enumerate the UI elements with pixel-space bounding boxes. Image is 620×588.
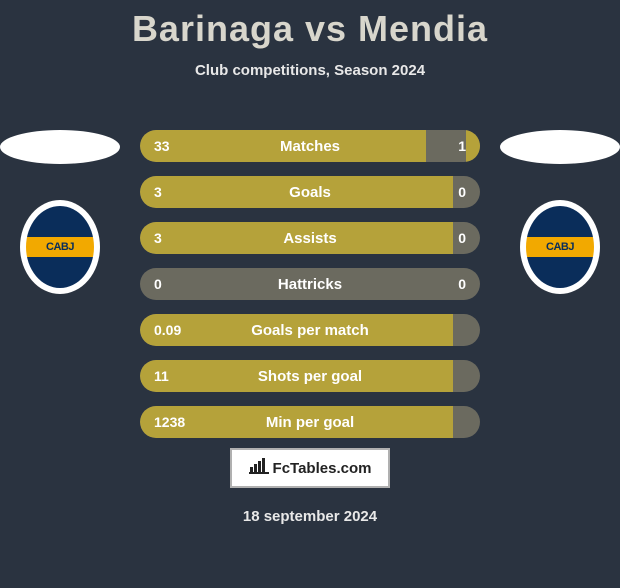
crest-left-text: CABJ xyxy=(46,241,74,253)
stat-row: 30Assists xyxy=(140,222,480,254)
crest-right: CABJ xyxy=(520,200,600,294)
stat-label: Assists xyxy=(140,222,480,254)
stat-bars: 331Matches 30Goals 30Assists 00Hattricks 0.0… xyxy=(140,130,480,452)
stat-label: Hattricks xyxy=(140,268,480,300)
chart-icon xyxy=(249,458,269,479)
crest-right-text: CABJ xyxy=(546,241,574,253)
stat-row: 1238Min per goal xyxy=(140,406,480,438)
fctables-text: FcTables.com xyxy=(273,460,372,477)
stat-row: 11Shots per goal xyxy=(140,360,480,392)
fctables-logo: FcTables.com xyxy=(230,448,390,488)
subtitle: Club competitions, Season 2024 xyxy=(0,62,620,79)
ellipse-right xyxy=(500,130,620,164)
stat-label: Shots per goal xyxy=(140,360,480,392)
page-title: Barinaga vs Mendia xyxy=(0,8,620,50)
stat-label: Goals per match xyxy=(140,314,480,346)
player-left-badge: CABJ xyxy=(0,130,120,294)
ellipse-left xyxy=(0,130,120,164)
date-line: 18 september 2024 xyxy=(0,508,620,525)
stat-label: Matches xyxy=(140,130,480,162)
stat-label: Min per goal xyxy=(140,406,480,438)
stat-label: Goals xyxy=(140,176,480,208)
crest-left: CABJ xyxy=(20,200,100,294)
stat-row: 00Hattricks xyxy=(140,268,480,300)
stat-row: 30Goals xyxy=(140,176,480,208)
stat-row: 0.09Goals per match xyxy=(140,314,480,346)
stat-row: 331Matches xyxy=(140,130,480,162)
player-right-badge: CABJ xyxy=(500,130,620,294)
